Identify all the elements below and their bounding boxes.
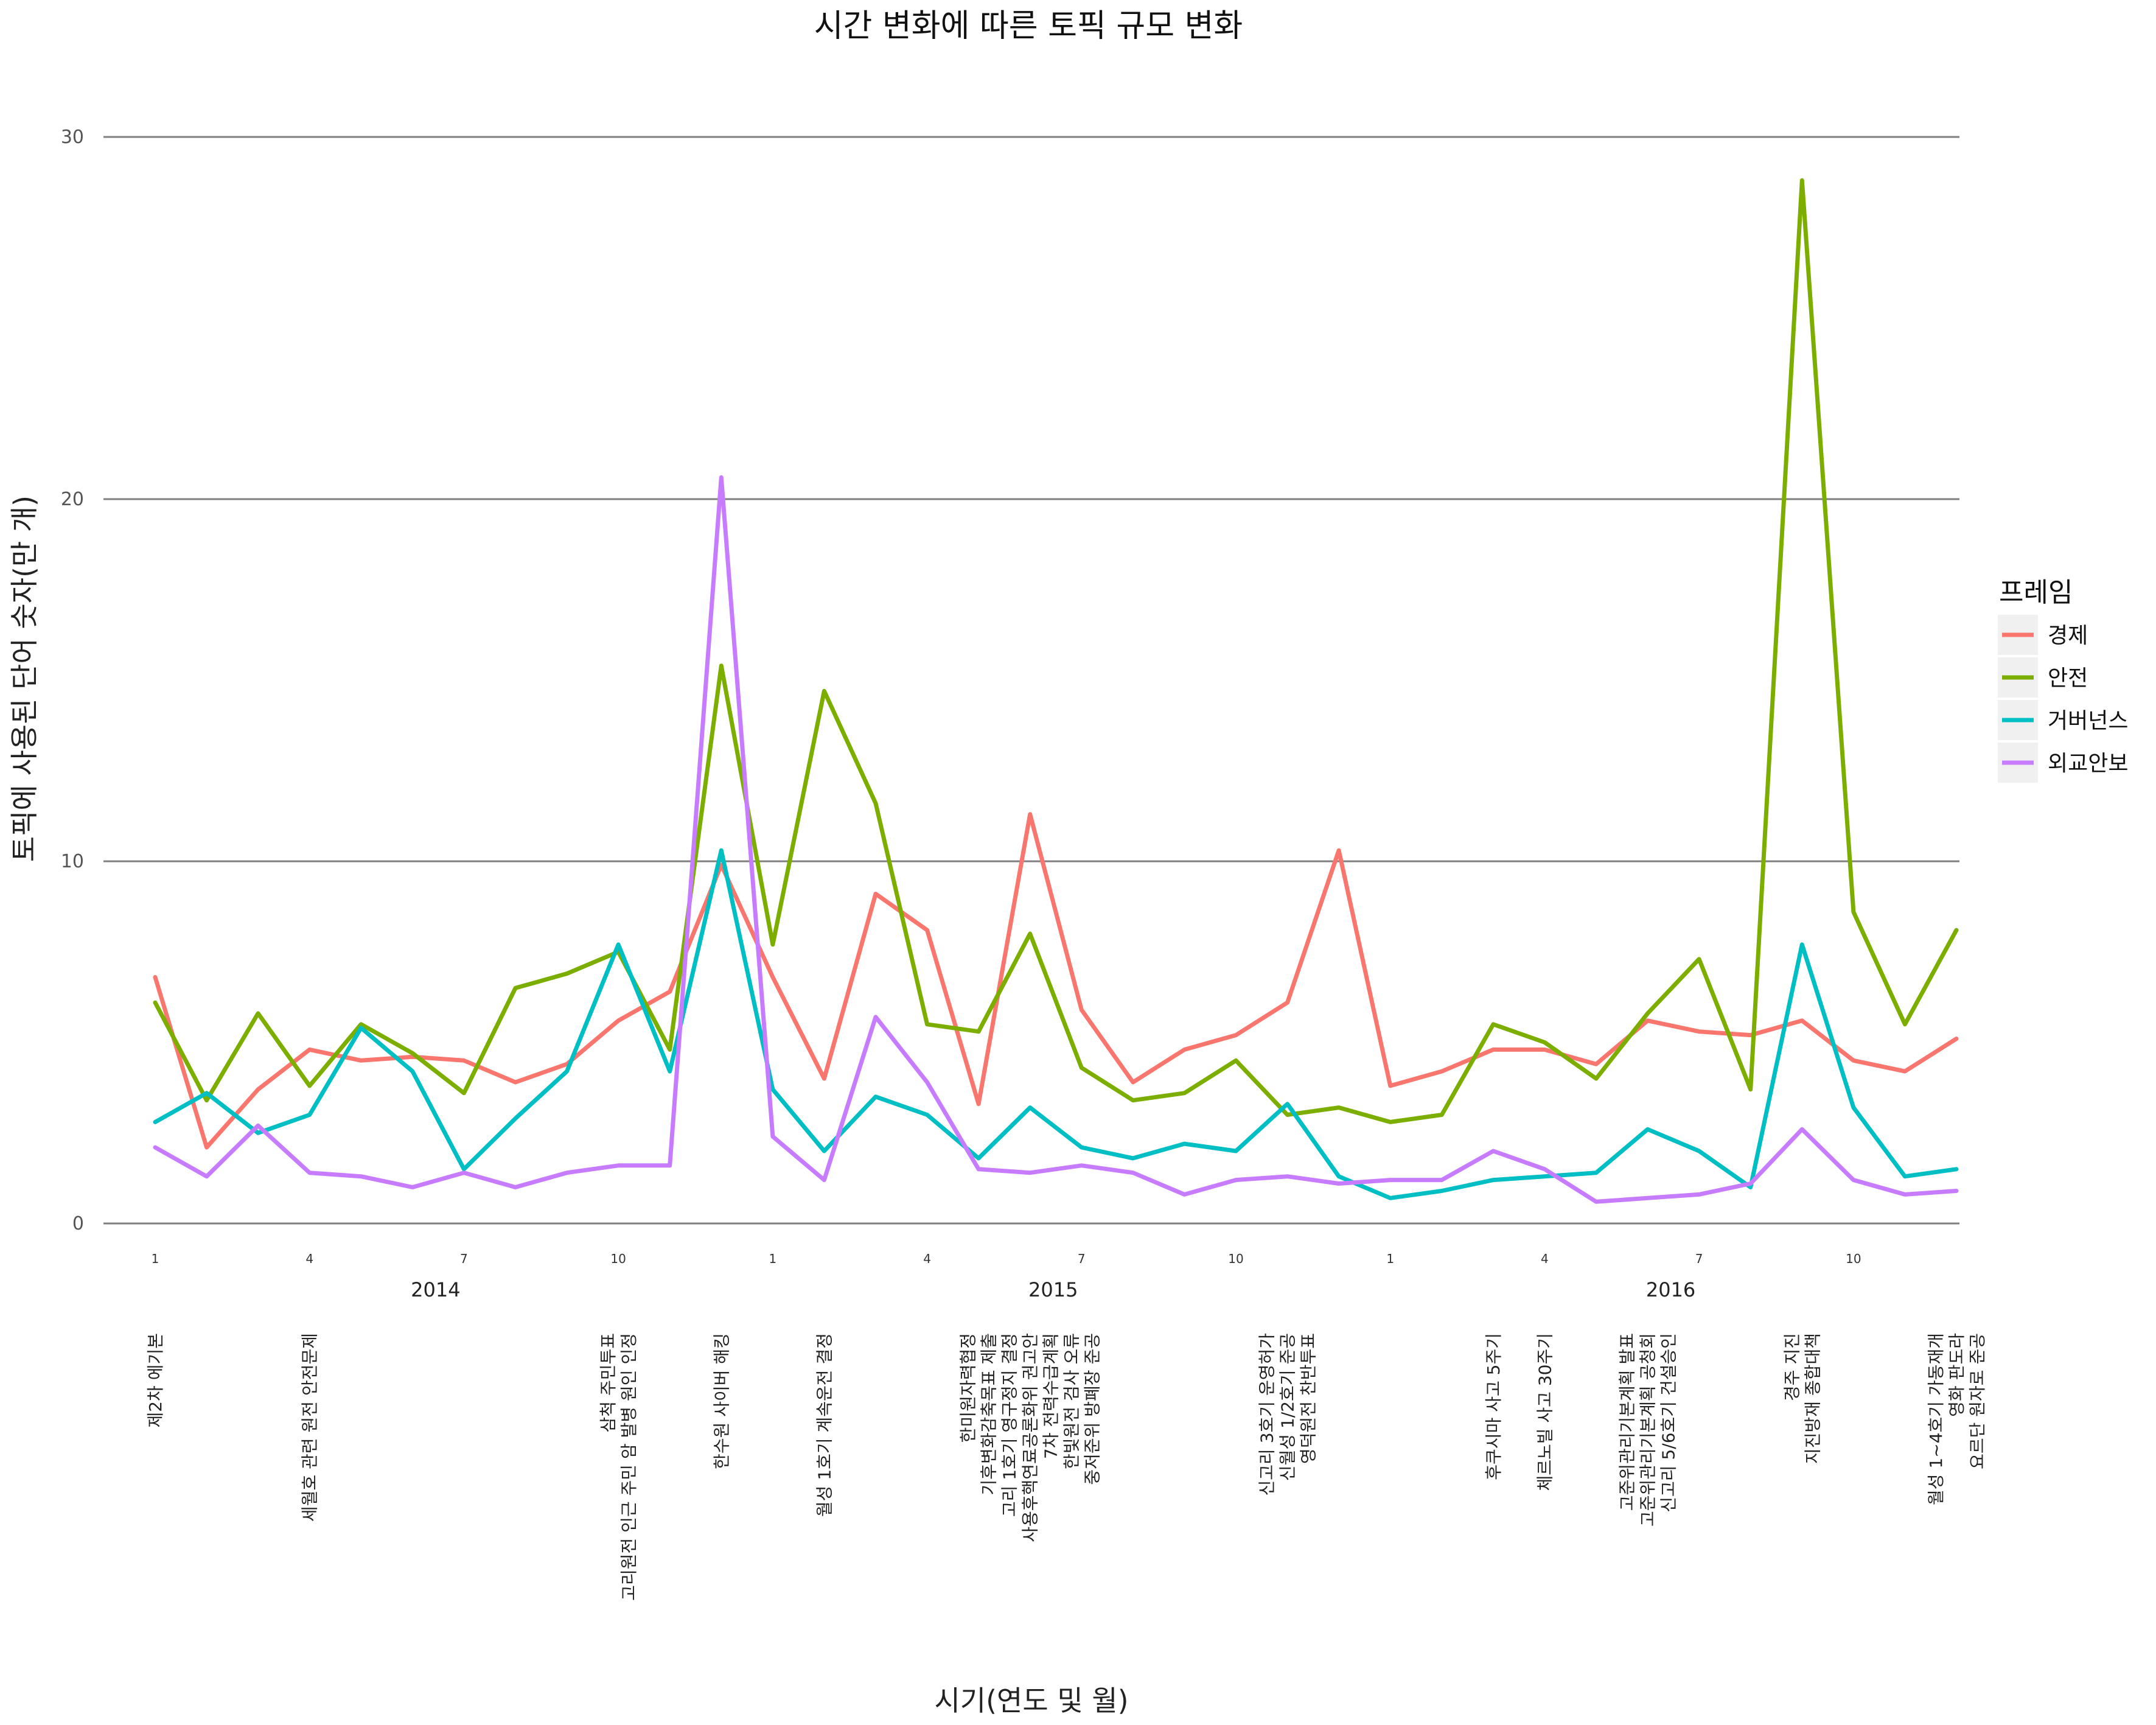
x-month-tick-label: 7 [460,1251,468,1266]
event-annotation-line: 사용후핵연료공론화위 권고안 [1020,1333,1041,1542]
x-month-tick-label: 4 [923,1251,931,1266]
event-annotation-line: 기후변화감축목표 제출 [979,1333,999,1496]
x-month-tick-label: 1 [769,1251,776,1266]
x-year-label: 2016 [1646,1278,1695,1301]
x-axis-year-labels: 2014 2015 2016 [411,1278,1695,1301]
event-annotation-line: 중저준위 방폐장 준공 [1083,1333,1103,1485]
legend-label: 경제 [2048,623,2088,648]
legend-label: 외교안보 [2048,751,2128,776]
chart-title: 시간 변화에 따른 토픽 규모 변화 [814,8,1243,44]
event-annotation-line: 한미원자력협정 [958,1333,979,1443]
event-annotation: 제2차 에기본 [145,1333,166,1428]
y-tick-label: 0 [72,1213,84,1234]
legend-label: 안전 [2048,666,2088,691]
x-month-tick-label: 4 [305,1251,313,1266]
x-month-tick-label: 7 [1695,1251,1703,1266]
event-annotation-line: 삼척 주민투표 [598,1333,618,1432]
event-annotation: 후쿠시마 사고 5주기 [1484,1333,1504,1480]
event-annotation-line: 경주 지진 [1782,1333,1802,1401]
x-month-tick-label: 7 [1078,1251,1086,1266]
event-annotation-line: 제2차 에기본 [145,1333,166,1428]
series-line-0 [153,812,1959,1150]
event-annotation: 신고리 3호기 운영허가 신월성 1/2호기 준공 영덕원전 찬반투표 [1257,1333,1319,1496]
event-annotation: 한수원 사이버 해킹 [711,1333,731,1469]
event-annotation: 경주 지진 지진방재 종합대책 [1782,1333,1823,1464]
x-month-tick-label: 1 [1386,1251,1394,1266]
y-tick-label: 10 [61,851,84,872]
event-annotation-line: 신고리 3호기 운영허가 [1257,1333,1277,1496]
event-annotation-line: 체르노빌 사고 30주기 [1535,1333,1555,1491]
x-month-tick-label: 10 [1846,1251,1861,1266]
legend-title: 프레임 [1999,577,2073,608]
x-month-tick-label: 10 [1228,1251,1243,1266]
series-line-3 [153,475,1959,1204]
event-annotation-line: 월성 1~4호기 가동재개 [1926,1333,1946,1505]
x-year-label: 2015 [1028,1278,1078,1301]
event-annotation: 세월호 관련 원전 안전문제 [300,1333,320,1522]
event-annotation-line: 요르단 원자로 준공 [1967,1333,1987,1469]
x-month-tick-label: 10 [610,1251,626,1266]
x-axis-title: 시기(연도 및 월) [934,1684,1128,1717]
y-tick-label: 20 [61,489,84,510]
y-axis-ticks: 0 10 20 30 [61,127,84,1234]
event-annotation-line: 세월호 관련 원전 안전문제 [300,1333,320,1522]
x-month-tick-label: 4 [1541,1251,1549,1266]
x-month-tick-label: 1 [152,1251,159,1266]
event-annotation: 체르노빌 사고 30주기 [1535,1333,1555,1491]
event-annotation-line: 지진방재 종합대책 [1802,1333,1823,1464]
series-line-1 [153,178,1959,1124]
event-annotation: 한미원자력협정 기후변화감축목표 제출 고리 1호기 영구정지 결정 사용후핵연료공론… [958,1333,1103,1542]
event-annotations: 제2차 에기본 세월호 관련 원전 안전문제 삼척 주민투표 고리원전 인근 주민 암… [145,1333,1987,1601]
y-tick-label: 30 [61,127,84,148]
event-annotation: 삼척 주민투표 고리원전 인근 주민 암 발병 원인 인정 [598,1333,639,1601]
event-annotation-line: 한빛원전 검사 오류 [1062,1333,1082,1469]
event-annotation: 월성 1호기 계속운전 결정 [814,1333,834,1517]
event-annotation-line: 고준위관리기본계획 발표 [1617,1333,1638,1511]
event-annotation-line: 고리 1호기 영구정지 결정 [1000,1333,1020,1517]
event-annotation: 월성 1~4호기 가동재개 영화 판도라 요르단 원자로 준공 [1926,1333,1987,1505]
event-annotation-line: 후쿠시마 사고 5주기 [1484,1333,1504,1480]
gridlines [103,136,1959,1225]
series-line-2 [153,848,1959,1200]
event-annotation-line: 영화 판도라 [1947,1333,1967,1417]
legend-label: 거버넌스 [2048,709,2128,733]
event-annotation-line: 월성 1호기 계속운전 결정 [814,1333,834,1517]
event-annotation-line: 7차 전력수급계획 [1041,1333,1061,1459]
event-annotation-line: 고준위관리기본계획 공청회 [1638,1333,1658,1527]
event-annotation-line: 고리원전 인근 주민 암 발병 원인 인정 [619,1333,639,1601]
event-annotation-line: 신월성 1/2호기 준공 [1278,1333,1298,1481]
x-year-label: 2014 [411,1278,460,1301]
event-annotation-line: 영덕원전 찬반투표 [1299,1333,1319,1464]
event-annotation-line: 한수원 사이버 해킹 [711,1333,731,1469]
event-annotation: 고준위관리기본계획 발표 고준위관리기본계획 공청회 신고리 5/6호기 건설승인 [1617,1333,1679,1527]
event-annotation-line: 신고리 5/6호기 건설승인 [1659,1333,1679,1513]
y-axis-title: 토픽에 사용된 단어 숫자(만 개) [8,495,41,862]
x-axis-month-ticks: 1 4 7 10 1 4 7 10 1 4 7 10 [152,1251,1861,1266]
series-lines [153,178,1959,1204]
